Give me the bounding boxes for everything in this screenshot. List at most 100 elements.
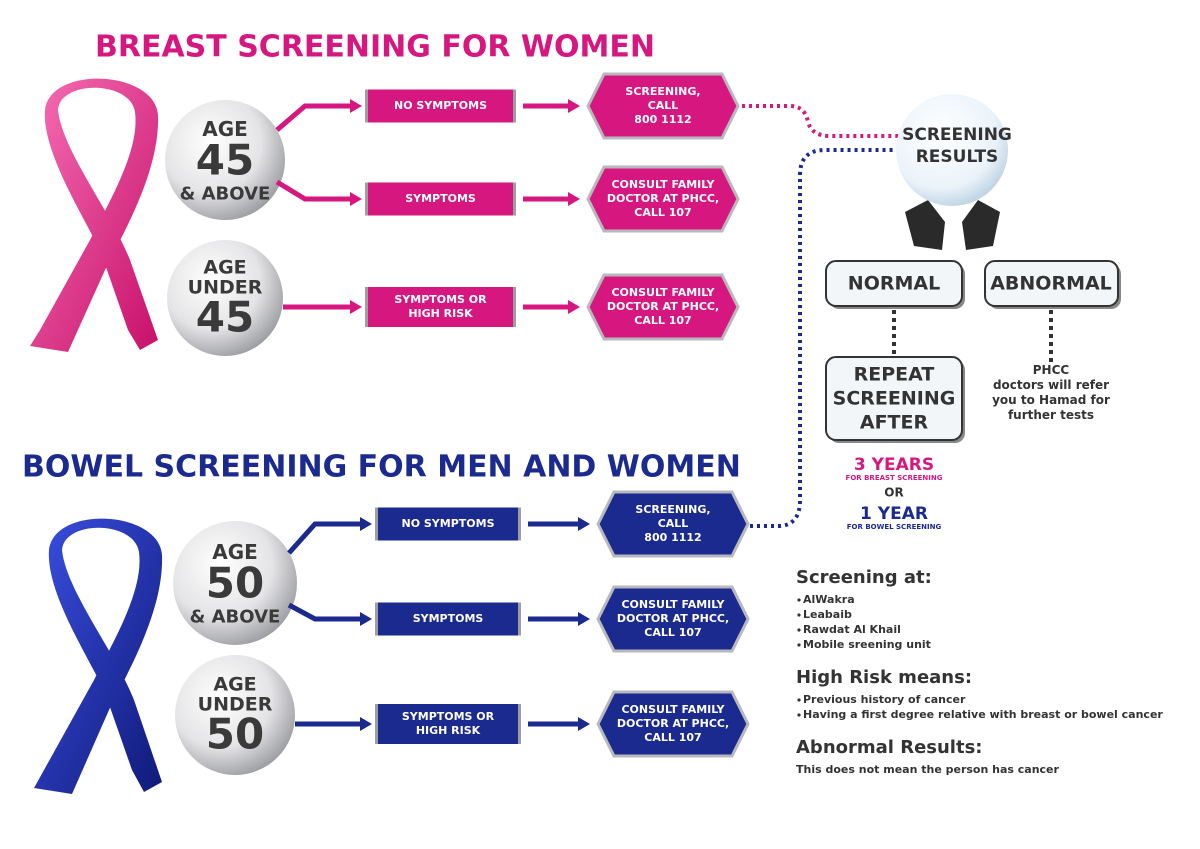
arrow-head xyxy=(568,300,580,314)
arrow-head xyxy=(350,99,362,113)
arrow-head xyxy=(360,517,372,531)
results-circle xyxy=(896,94,1008,206)
bullet xyxy=(797,598,801,602)
pink-ribbon xyxy=(30,78,159,352)
action-label: CONSULT FAMILY xyxy=(611,178,715,191)
ribbon-shape xyxy=(30,78,159,352)
condition-label: SYMPTOMS xyxy=(405,192,476,205)
age-label: & ABOVE xyxy=(190,607,281,628)
down-arrow xyxy=(905,200,945,250)
arrow-head xyxy=(578,517,590,531)
flow-arrow xyxy=(287,602,364,622)
age-label: AGE xyxy=(203,256,246,278)
action-label: DOCTOR AT PHCC, xyxy=(617,717,729,730)
condition-label: NO SYMPTOMS xyxy=(394,99,487,112)
interval: 3 YEARS xyxy=(854,455,934,475)
condition-label: SYMPTOMS OR xyxy=(402,710,495,723)
condition-box xyxy=(368,287,513,327)
ribbon-shape xyxy=(34,518,163,794)
arrow-head xyxy=(568,192,580,206)
result-label: ABNORMAL xyxy=(990,273,1112,295)
action-box xyxy=(596,490,750,558)
age-label: & ABOVE xyxy=(180,184,271,205)
condition-box xyxy=(378,602,518,636)
flow-arrow xyxy=(287,521,364,555)
condition-box xyxy=(378,507,518,541)
repeat-box xyxy=(825,356,963,441)
condition-label: SYMPTOMS xyxy=(413,612,484,625)
age-label: UNDER xyxy=(198,693,273,715)
action-box xyxy=(586,273,740,341)
info-heading: High Risk means: xyxy=(796,667,972,688)
action-label: DOCTOR AT PHCC, xyxy=(607,192,719,205)
action-label: CONSULT FAMILY xyxy=(611,286,715,299)
age-circle xyxy=(175,655,295,775)
down-arrow xyxy=(962,200,1000,250)
action-label: SCREENING, xyxy=(625,85,700,98)
action-label: CALL 107 xyxy=(644,626,701,639)
interval-note: FOR BOWEL SCREENING xyxy=(847,523,942,531)
arrow-head xyxy=(350,300,362,314)
bullet xyxy=(797,698,801,702)
arrow-head xyxy=(360,612,372,626)
action-label: SCREENING, xyxy=(635,503,710,516)
arrow-head xyxy=(350,192,362,206)
repeat-label: AFTER xyxy=(860,412,929,434)
age-circle xyxy=(173,521,297,645)
interval-note: FOR BREAST SCREENING xyxy=(846,474,943,482)
connector xyxy=(742,104,900,138)
action-label: CONSULT FAMILY xyxy=(621,703,725,716)
info-item: Mobile sreening unit xyxy=(803,638,931,651)
condition-box xyxy=(368,89,513,123)
action-label: CALL xyxy=(648,99,679,112)
age-label: 50 xyxy=(206,559,264,608)
abnormal-note: PHCC xyxy=(1033,363,1070,377)
repeat-label: SCREENING xyxy=(833,388,956,410)
connector xyxy=(750,148,900,528)
info-item: Previous history of cancer xyxy=(803,693,966,706)
action-label: 800 1112 xyxy=(644,531,701,544)
condition-label: NO SYMPTOMS xyxy=(401,517,494,530)
age-label: 45 xyxy=(196,292,254,341)
result-box xyxy=(984,260,1119,307)
abnormal-note: further tests xyxy=(1008,408,1094,422)
age-circle xyxy=(167,240,283,356)
info-item: Rawdat Al Khail xyxy=(803,623,901,636)
results-title: RESULTS xyxy=(916,147,999,167)
action-label: CALL 107 xyxy=(634,206,691,219)
age-label: 50 xyxy=(206,709,264,758)
info-item: Leabaib xyxy=(803,608,852,621)
result-label: NORMAL xyxy=(848,273,940,295)
flow-arrow xyxy=(275,103,354,132)
arrow-head xyxy=(568,99,580,113)
age-label: AGE xyxy=(212,540,258,564)
condition-label: SYMPTOMS OR xyxy=(394,293,487,306)
condition-box xyxy=(378,704,518,744)
action-label: CALL xyxy=(658,517,689,530)
age-label: AGE xyxy=(202,117,248,141)
action-label: DOCTOR AT PHCC, xyxy=(617,612,729,625)
arrow-head xyxy=(360,717,372,731)
info-heading: Screening at: xyxy=(796,567,932,588)
condition-label: HIGH RISK xyxy=(416,724,481,737)
age-label: UNDER xyxy=(188,276,263,298)
arrow-head xyxy=(578,612,590,626)
bullet xyxy=(797,713,801,717)
repeat-label: REPEAT xyxy=(854,364,935,386)
age-label: 45 xyxy=(196,136,254,185)
section-title: BREAST SCREENING FOR WOMEN xyxy=(95,30,655,65)
age-circle xyxy=(165,100,285,220)
condition-label: HIGH RISK xyxy=(408,307,473,320)
action-label: 800 1112 xyxy=(634,113,691,126)
action-label: CALL 107 xyxy=(644,731,701,744)
blue-ribbon xyxy=(34,518,163,794)
info-item: AlWakra xyxy=(803,593,855,606)
flow-arrow xyxy=(275,179,354,202)
action-box xyxy=(586,165,740,233)
section-title: BOWEL SCREENING FOR MEN AND WOMEN xyxy=(22,450,741,485)
bullet xyxy=(797,628,801,632)
or-label: OR xyxy=(884,486,903,500)
results-title: SCREENING xyxy=(902,125,1012,145)
